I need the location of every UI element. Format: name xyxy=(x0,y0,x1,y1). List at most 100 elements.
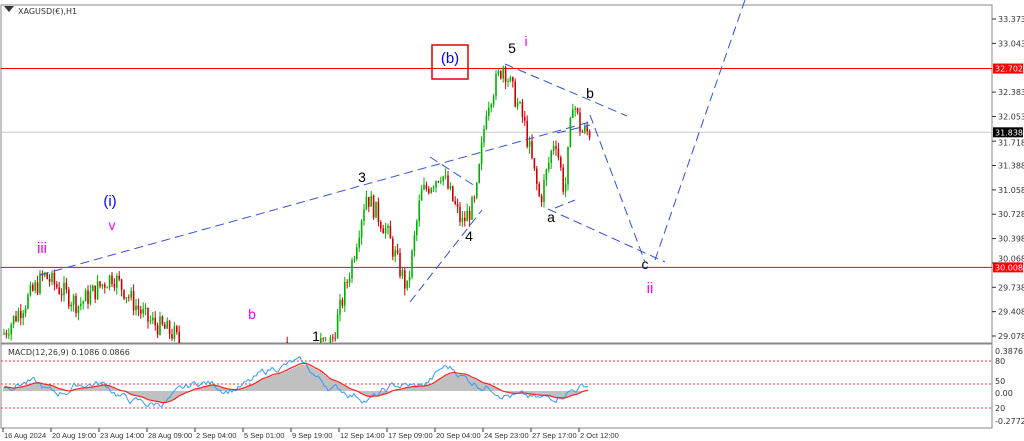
level-badge xyxy=(993,262,1023,273)
candle-body xyxy=(538,183,540,196)
candle-body xyxy=(10,324,12,335)
y-tick-label: 31.388 xyxy=(998,162,1024,171)
candle-body xyxy=(44,272,46,276)
candle-body xyxy=(572,109,574,118)
x-tick-label: 2 Sep 04:00 xyxy=(196,431,236,440)
candle-body xyxy=(84,290,87,302)
y-tick-label: 31.058 xyxy=(998,186,1024,195)
macd-tick-label: 50 xyxy=(995,377,1005,386)
candle-body xyxy=(173,326,176,339)
level-badge xyxy=(993,127,1023,138)
macd-line xyxy=(3,356,589,407)
level-label: 30.008 xyxy=(995,263,1023,272)
candle-body xyxy=(461,217,464,222)
candle-body xyxy=(389,225,392,239)
candle-body xyxy=(536,168,538,184)
wave-trendline xyxy=(429,156,476,187)
label-box xyxy=(431,44,469,80)
candle-body xyxy=(471,197,473,220)
candle-body xyxy=(550,150,552,163)
candle-body xyxy=(512,77,514,82)
candle-body xyxy=(533,158,536,169)
candle-body xyxy=(516,102,519,107)
candle-body xyxy=(334,337,336,339)
candle-body xyxy=(368,196,370,207)
macd-tick-label: 0.3876 xyxy=(995,347,1023,356)
candle-body xyxy=(147,307,149,322)
candle-body xyxy=(514,81,516,107)
candle-body xyxy=(418,200,420,222)
candle-body xyxy=(560,157,562,168)
level-label: 32.702 xyxy=(995,65,1023,74)
candle-body xyxy=(524,116,526,121)
candle-body xyxy=(346,282,348,283)
wave-trendline xyxy=(654,0,746,261)
symbol-title: XAGUSD(€),H1 xyxy=(18,7,77,16)
candle-body xyxy=(401,270,404,277)
candle-body xyxy=(413,235,416,251)
candle-body xyxy=(89,291,92,304)
candle-body xyxy=(483,129,485,143)
candle-body xyxy=(531,141,533,159)
candle-body xyxy=(348,278,351,283)
candle-body xyxy=(442,176,444,182)
candle-body xyxy=(586,126,588,132)
candle-body xyxy=(29,284,32,295)
candle-body xyxy=(159,316,161,335)
candle-body xyxy=(332,337,334,339)
candle-body xyxy=(430,188,432,193)
candle-body xyxy=(526,120,528,147)
candle-body xyxy=(120,279,123,290)
macd-tick-label: 0.00 xyxy=(995,389,1013,398)
candle-body xyxy=(447,175,449,189)
x-tick-label: 16 Aug 2024 xyxy=(4,431,46,440)
candle-body xyxy=(123,289,125,299)
candle-body xyxy=(48,279,51,282)
candle-body xyxy=(168,321,171,335)
candle-body xyxy=(99,281,101,287)
candle-body xyxy=(404,270,406,289)
candle-body xyxy=(63,282,65,296)
x-tick-label: 28 Aug 09:00 xyxy=(148,431,192,440)
x-tick-label: 2 Oct 12:00 xyxy=(580,431,619,440)
candle-body xyxy=(53,272,56,285)
x-tick-label: 20 Sep 04:00 xyxy=(436,431,481,440)
candle-body xyxy=(502,67,504,79)
candle-body xyxy=(488,107,490,116)
wave-label: i xyxy=(524,33,527,49)
candle-body xyxy=(12,315,15,325)
candle-body xyxy=(144,307,147,309)
candle-body xyxy=(116,275,118,288)
candle-body xyxy=(478,164,480,183)
x-tick-label: 12 Sep 14:00 xyxy=(340,431,385,440)
candle-body xyxy=(428,188,430,193)
candle-body xyxy=(425,184,428,189)
candle-body xyxy=(152,317,154,321)
candle-body xyxy=(557,148,560,158)
candle-body xyxy=(406,280,408,289)
wave-label: c xyxy=(642,256,649,272)
candle-body xyxy=(420,189,423,201)
candle-body xyxy=(377,201,380,222)
candle-body xyxy=(176,326,178,333)
candle-body xyxy=(36,282,39,294)
candle-body xyxy=(8,334,10,336)
y-tick-label: 33.043 xyxy=(998,39,1024,48)
candle-body xyxy=(5,333,8,335)
candle-body xyxy=(132,290,135,311)
candle-body xyxy=(519,101,521,103)
candle-body xyxy=(480,142,483,165)
candle-body xyxy=(46,272,48,280)
candle-body xyxy=(432,187,435,189)
level-badge xyxy=(993,63,1023,74)
candle-body xyxy=(490,104,492,108)
candle-body xyxy=(51,272,53,282)
collapse-triangle-icon[interactable] xyxy=(4,6,14,12)
candle-body xyxy=(178,332,180,343)
candle-body xyxy=(444,175,447,177)
candle-body xyxy=(161,316,164,325)
wave-trendline xyxy=(504,63,628,117)
candle-body xyxy=(468,210,471,220)
candle-body xyxy=(454,201,456,204)
